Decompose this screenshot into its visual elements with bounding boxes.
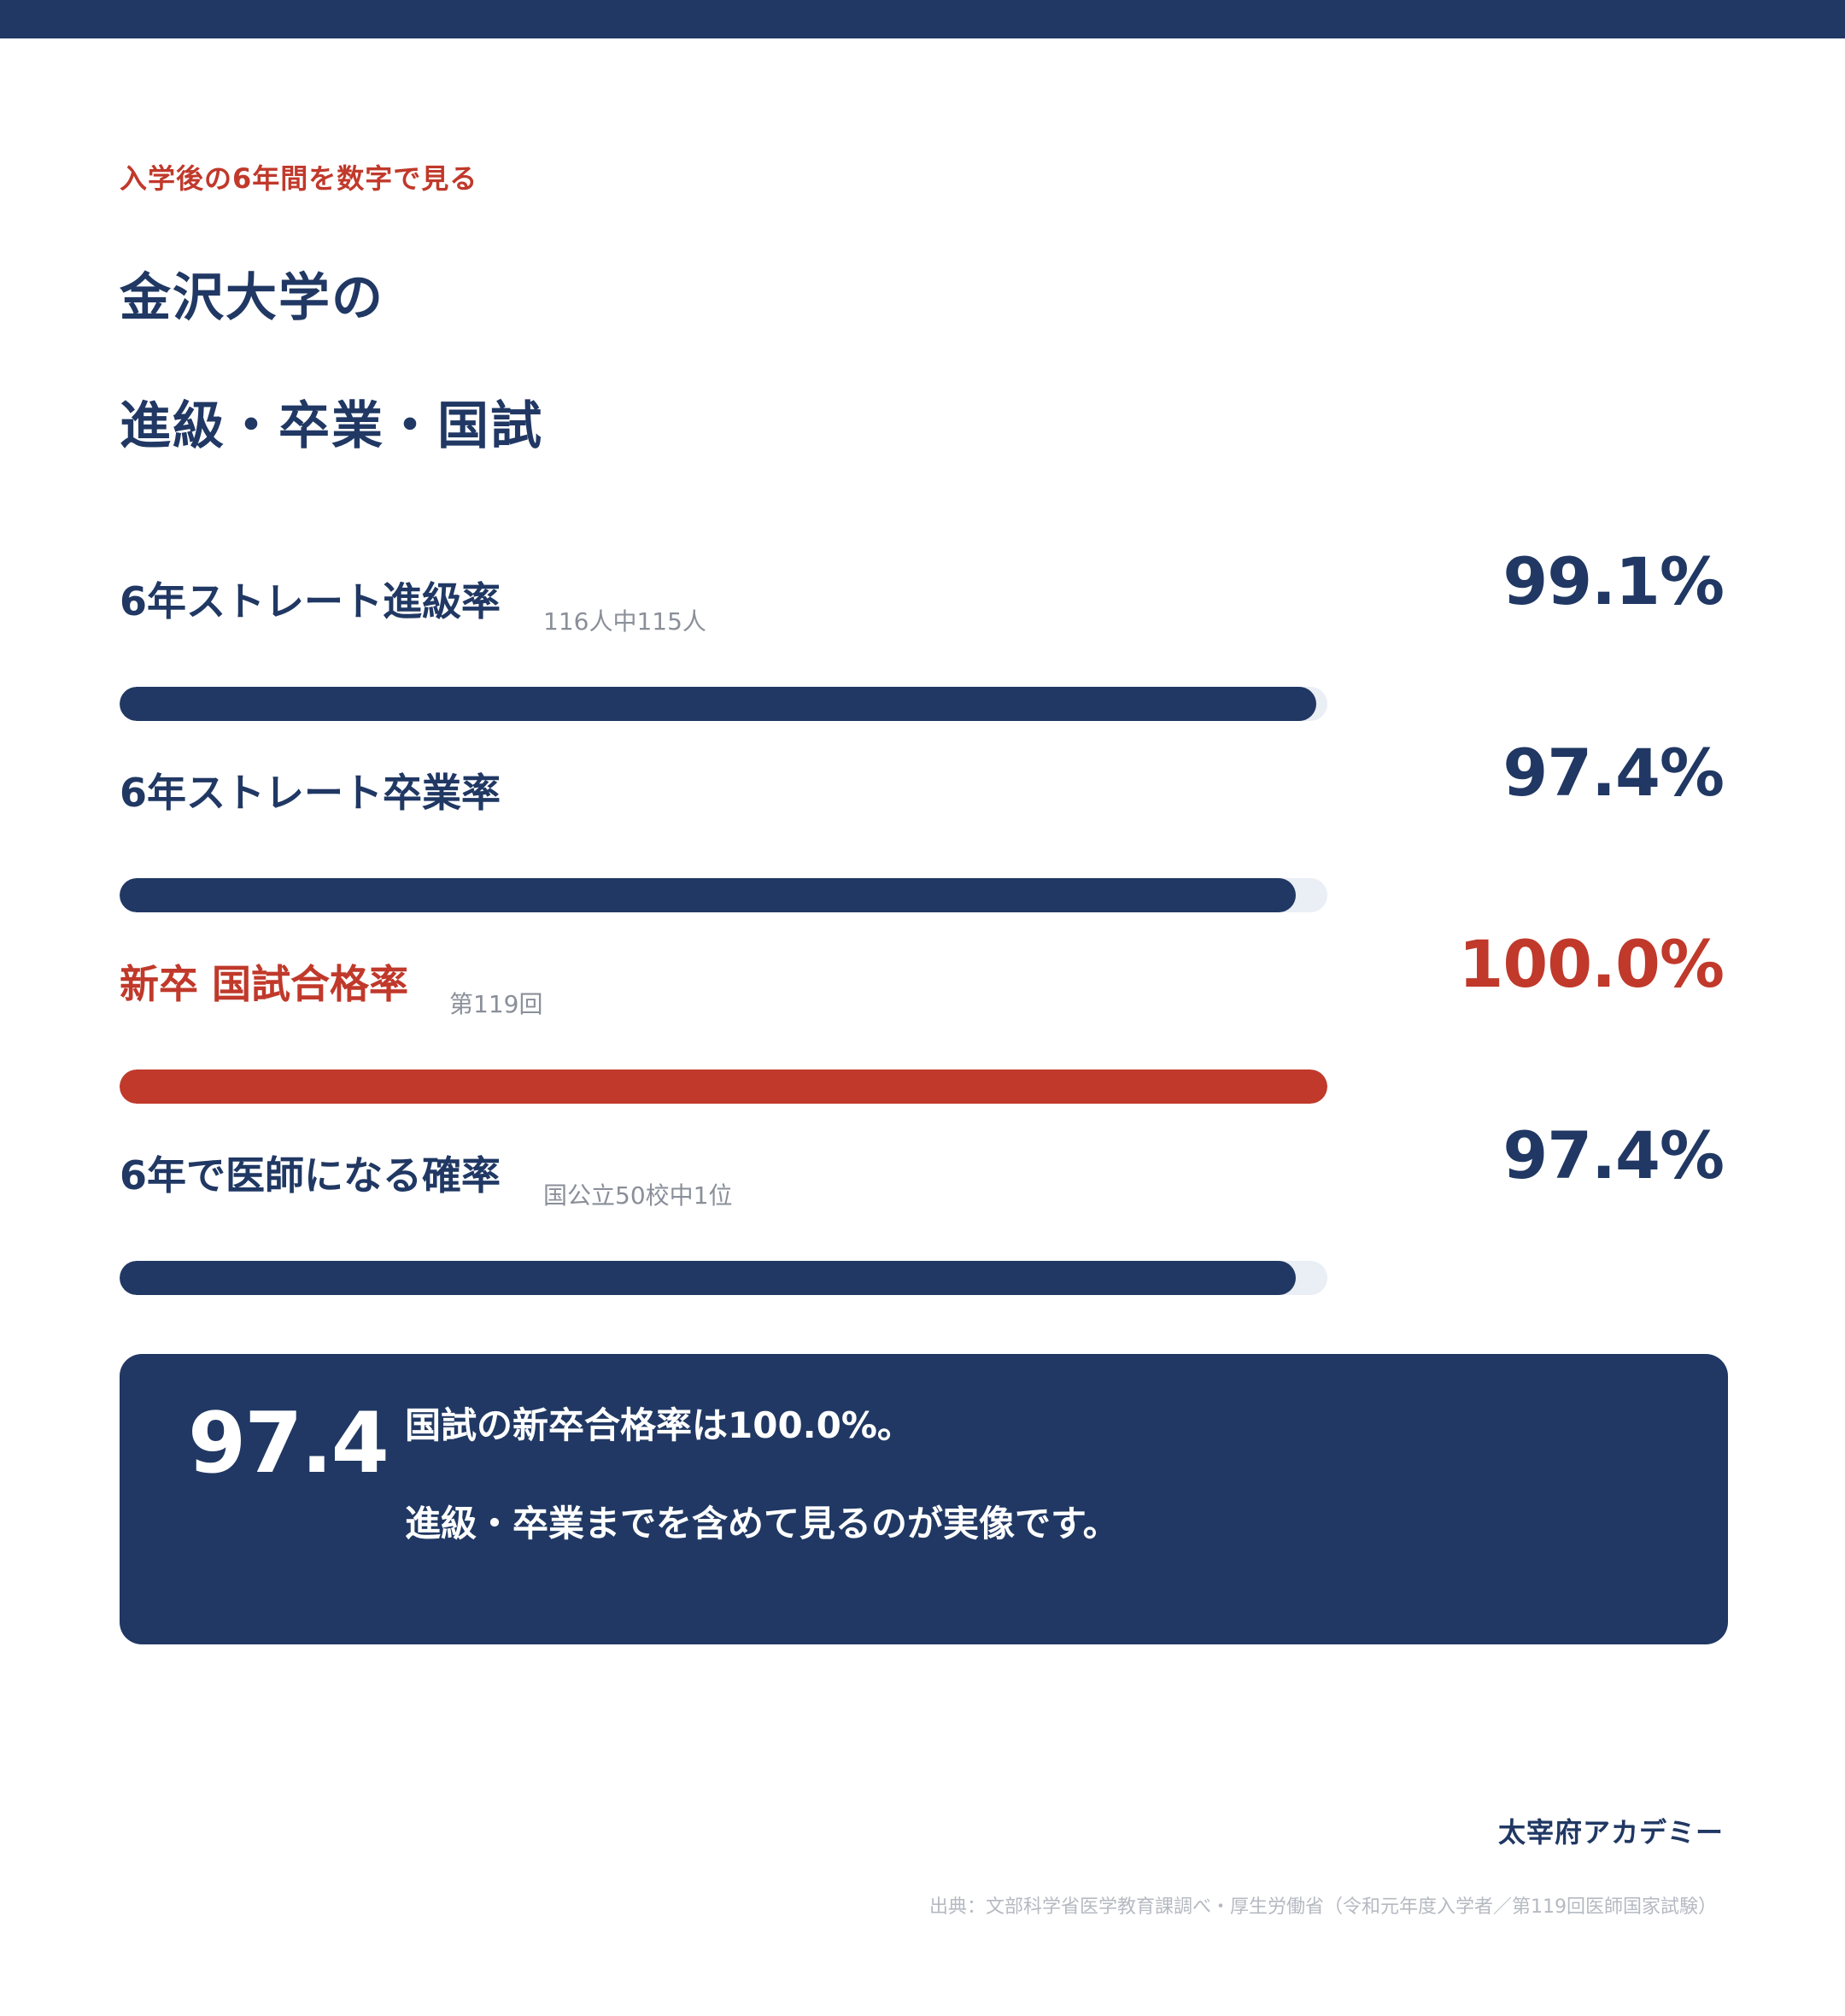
bar-track-exam-pass	[120, 1070, 1327, 1104]
bar-fill-exam-pass	[120, 1070, 1327, 1104]
metric-value-become-doctor: 97.4%	[1502, 1117, 1725, 1193]
metric-value-promotion: 99.1%	[1502, 543, 1725, 619]
bar-fill-graduation	[120, 878, 1297, 912]
metric-label-become-doctor: 6年で医師になる確率	[120, 1152, 501, 1198]
callout-number: 97.4	[188, 1395, 390, 1492]
metric-label-graduation: 6年ストレート卒業率	[120, 770, 501, 816]
metric-note-promotion: 116人中115人	[543, 607, 706, 636]
top-accent-bar	[0, 0, 1845, 38]
bar-fill-become-doctor	[120, 1261, 1297, 1295]
callout-line1: 国試の新卒合格率は100.0%。	[405, 1404, 913, 1446]
bar-track-graduation	[120, 878, 1327, 912]
metric-label-exam-pass: 新卒 国試合格率	[120, 961, 409, 1007]
metric-value-graduation: 97.4%	[1502, 735, 1725, 811]
kicker-text: 入学後の6年間を数字で見る	[120, 162, 478, 195]
metric-label-promotion: 6年ストレート進級率	[120, 578, 501, 624]
source-citation: 出典：文部科学省医学教育課調べ・厚生労働省（令和元年度入学者／第119回医師国家…	[929, 1896, 1717, 1918]
bar-track-become-doctor	[120, 1261, 1327, 1295]
page-title-line1: 金沢大学の	[120, 268, 384, 328]
metric-note-become-doctor: 国公立50校中1位	[543, 1181, 733, 1210]
page-title-line2: 進級・卒業・国試	[120, 396, 543, 456]
summary-callout: 97.4 国試の新卒合格率は100.0%。 進級・卒業までを含めて見るのが実像で…	[120, 1354, 1728, 1644]
brand-name: 太宰府アカデミー	[1497, 1816, 1724, 1849]
metric-note-exam-pass: 第119回	[449, 990, 543, 1018]
callout-line2: 進級・卒業までを含めて見るのが実像です。	[405, 1503, 1119, 1544]
bar-track-promotion	[120, 687, 1327, 721]
bar-fill-promotion	[120, 687, 1317, 721]
metric-value-exam-pass: 100.0%	[1458, 926, 1725, 1002]
